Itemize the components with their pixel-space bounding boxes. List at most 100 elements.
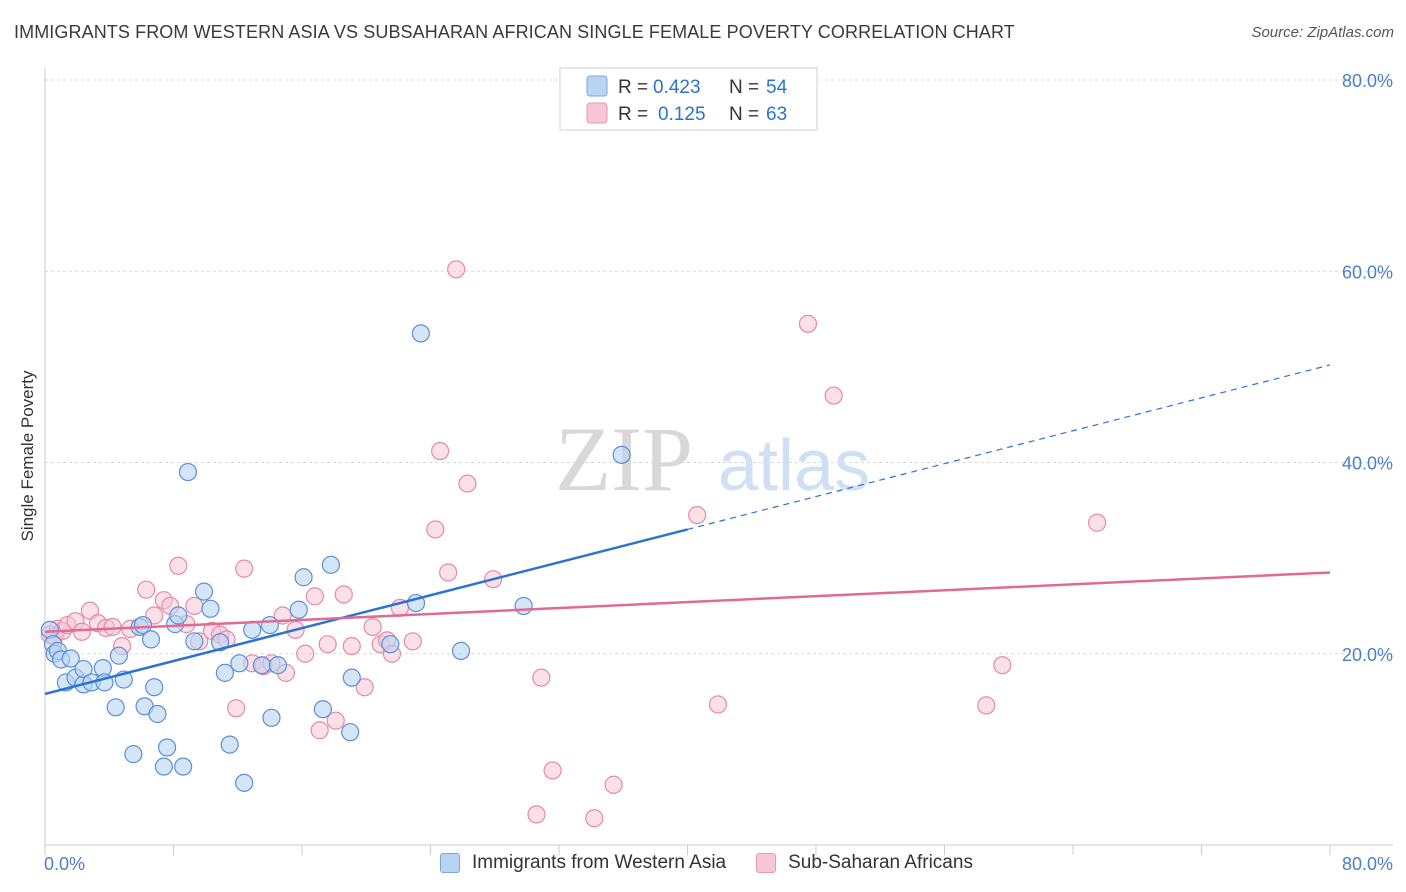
point-sub-saharan-33 <box>305 587 324 606</box>
point-western-asia-29 <box>185 632 204 651</box>
point-sub-saharan-6 <box>72 622 92 641</box>
point-western-asia-18 <box>133 615 153 635</box>
y-axis-title: Single Female Poverty <box>18 370 37 542</box>
point-western-asia-48 <box>381 635 400 654</box>
legend-swatch-blue <box>586 75 608 97</box>
point-western-asia-37 <box>243 620 262 639</box>
point-sub-saharan-56 <box>604 775 623 794</box>
point-western-asia-14 <box>109 646 128 665</box>
point-sub-saharan-39 <box>355 678 374 697</box>
trendline-western-asia <box>44 528 688 696</box>
point-sub-saharan-46 <box>426 520 445 539</box>
y-tick-label-40: 40.0% <box>1342 454 1393 474</box>
point-western-asia-45 <box>321 555 341 574</box>
point-western-asia-31 <box>201 599 220 618</box>
point-western-asia-44 <box>313 700 332 719</box>
legend-item-sub-saharan: Sub-Saharan Africans <box>756 852 973 874</box>
point-sub-saharan-48 <box>439 563 458 582</box>
point-sub-saharan-58 <box>708 695 728 714</box>
chart-title: IMMIGRANTS FROM WESTERN ASIA VS SUBSAHAR… <box>14 22 1015 42</box>
legend-top: R = 0.423 N = 54 R = 0.125 N = 63 <box>559 67 818 131</box>
point-western-asia-23 <box>154 757 173 776</box>
legend-r-label-1: R = <box>618 77 648 98</box>
trendline-sub-saharan <box>44 571 1331 634</box>
x-tick-label-max: 80.0% <box>1342 854 1393 874</box>
legend-n-value-1: 54 <box>766 77 788 98</box>
point-western-asia-9 <box>74 659 93 679</box>
point-western-asia-36 <box>235 773 254 792</box>
axes <box>44 68 1393 855</box>
point-western-asia-26 <box>169 606 188 625</box>
point-western-asia-46 <box>341 723 360 742</box>
point-sub-saharan-10 <box>103 617 122 637</box>
legend-swatch-pink <box>586 102 608 124</box>
legend-r-value-1: 0.423 <box>653 77 701 98</box>
legend-bottom-swatch-pink <box>756 853 777 873</box>
point-western-asia-33 <box>215 663 234 682</box>
point-sub-saharan-40 <box>363 617 382 637</box>
point-western-asia-43 <box>294 568 313 587</box>
point-western-asia-13 <box>106 698 125 717</box>
point-western-asia-35 <box>230 654 249 673</box>
point-sub-saharan-37 <box>334 585 353 604</box>
watermark: ZIP atlas <box>555 408 870 510</box>
point-sub-saharan-19 <box>185 596 204 616</box>
point-western-asia-40 <box>262 708 281 727</box>
point-western-asia-6 <box>61 649 80 668</box>
legend-item-western-asia: Immigrants from Western Asia <box>440 852 726 874</box>
point-sub-saharan-54 <box>543 761 562 780</box>
trendlines <box>44 364 1331 696</box>
source-credit: Source: ZipAtlas.com <box>1251 24 1394 41</box>
point-sub-saharan-32 <box>296 644 315 663</box>
legend-label-sub-saharan: Sub-Saharan Africans <box>788 852 973 873</box>
point-sub-saharan-45 <box>403 632 422 651</box>
point-sub-saharan-24 <box>227 699 246 718</box>
point-western-asia-32 <box>210 633 230 652</box>
point-western-asia-51 <box>451 641 471 660</box>
point-sub-saharan-61 <box>977 696 996 715</box>
legend-n-label-2: N = <box>729 104 759 125</box>
point-western-asia-27 <box>174 757 193 776</box>
series-immigrants-western-asia <box>40 324 631 792</box>
point-sub-saharan-35 <box>318 635 337 654</box>
point-sub-saharan-57 <box>688 505 707 525</box>
point-sub-saharan-62 <box>993 656 1012 675</box>
point-western-asia-50 <box>411 324 430 343</box>
legend-n-label-1: N = <box>729 77 759 98</box>
point-western-asia-16 <box>124 745 143 764</box>
legend-bottom: Immigrants from Western Asia Sub-Saharan… <box>440 852 1003 874</box>
gridlines <box>45 79 1393 655</box>
point-western-asia-47 <box>342 668 361 687</box>
legend-bottom-swatch-blue <box>440 853 460 873</box>
point-western-asia-24 <box>157 738 177 757</box>
legend-label-western-asia: Immigrants from Western Asia <box>472 852 727 873</box>
point-sub-saharan-47 <box>431 441 450 461</box>
point-western-asia-53 <box>612 445 631 464</box>
x-tick-label-min: 0.0% <box>44 854 85 874</box>
point-sub-saharan-59 <box>798 314 818 333</box>
point-western-asia-41 <box>268 656 288 675</box>
point-sub-saharan-50 <box>458 474 477 493</box>
point-sub-saharan-17 <box>169 556 188 575</box>
point-sub-saharan-52 <box>527 805 546 824</box>
point-sub-saharan-63 <box>1087 513 1107 532</box>
point-sub-saharan-36 <box>326 711 345 730</box>
legend-r-label-2: R = <box>618 104 648 125</box>
point-western-asia-38 <box>252 656 271 675</box>
point-sub-saharan-38 <box>342 636 361 656</box>
point-western-asia-34 <box>220 735 239 754</box>
legend-n-value-2: 63 <box>766 104 787 125</box>
y-tick-label-20: 20.0% <box>1342 645 1393 665</box>
point-sub-saharan-13 <box>137 580 156 599</box>
point-western-asia-30 <box>194 582 214 601</box>
watermark-atlas: atlas <box>718 426 870 506</box>
point-sub-saharan-49 <box>447 260 466 279</box>
y-tick-labels: 20.0% 40.0% 60.0% 80.0% <box>1342 71 1393 665</box>
x-tick-labels: 0.0% 80.0% <box>44 854 1393 874</box>
point-sub-saharan-53 <box>532 668 551 687</box>
point-sub-saharan-60 <box>824 386 843 405</box>
point-western-asia-20 <box>141 630 161 649</box>
trendline-western-asia-extension <box>687 364 1331 531</box>
y-tick-label-80: 80.0% <box>1342 71 1393 91</box>
